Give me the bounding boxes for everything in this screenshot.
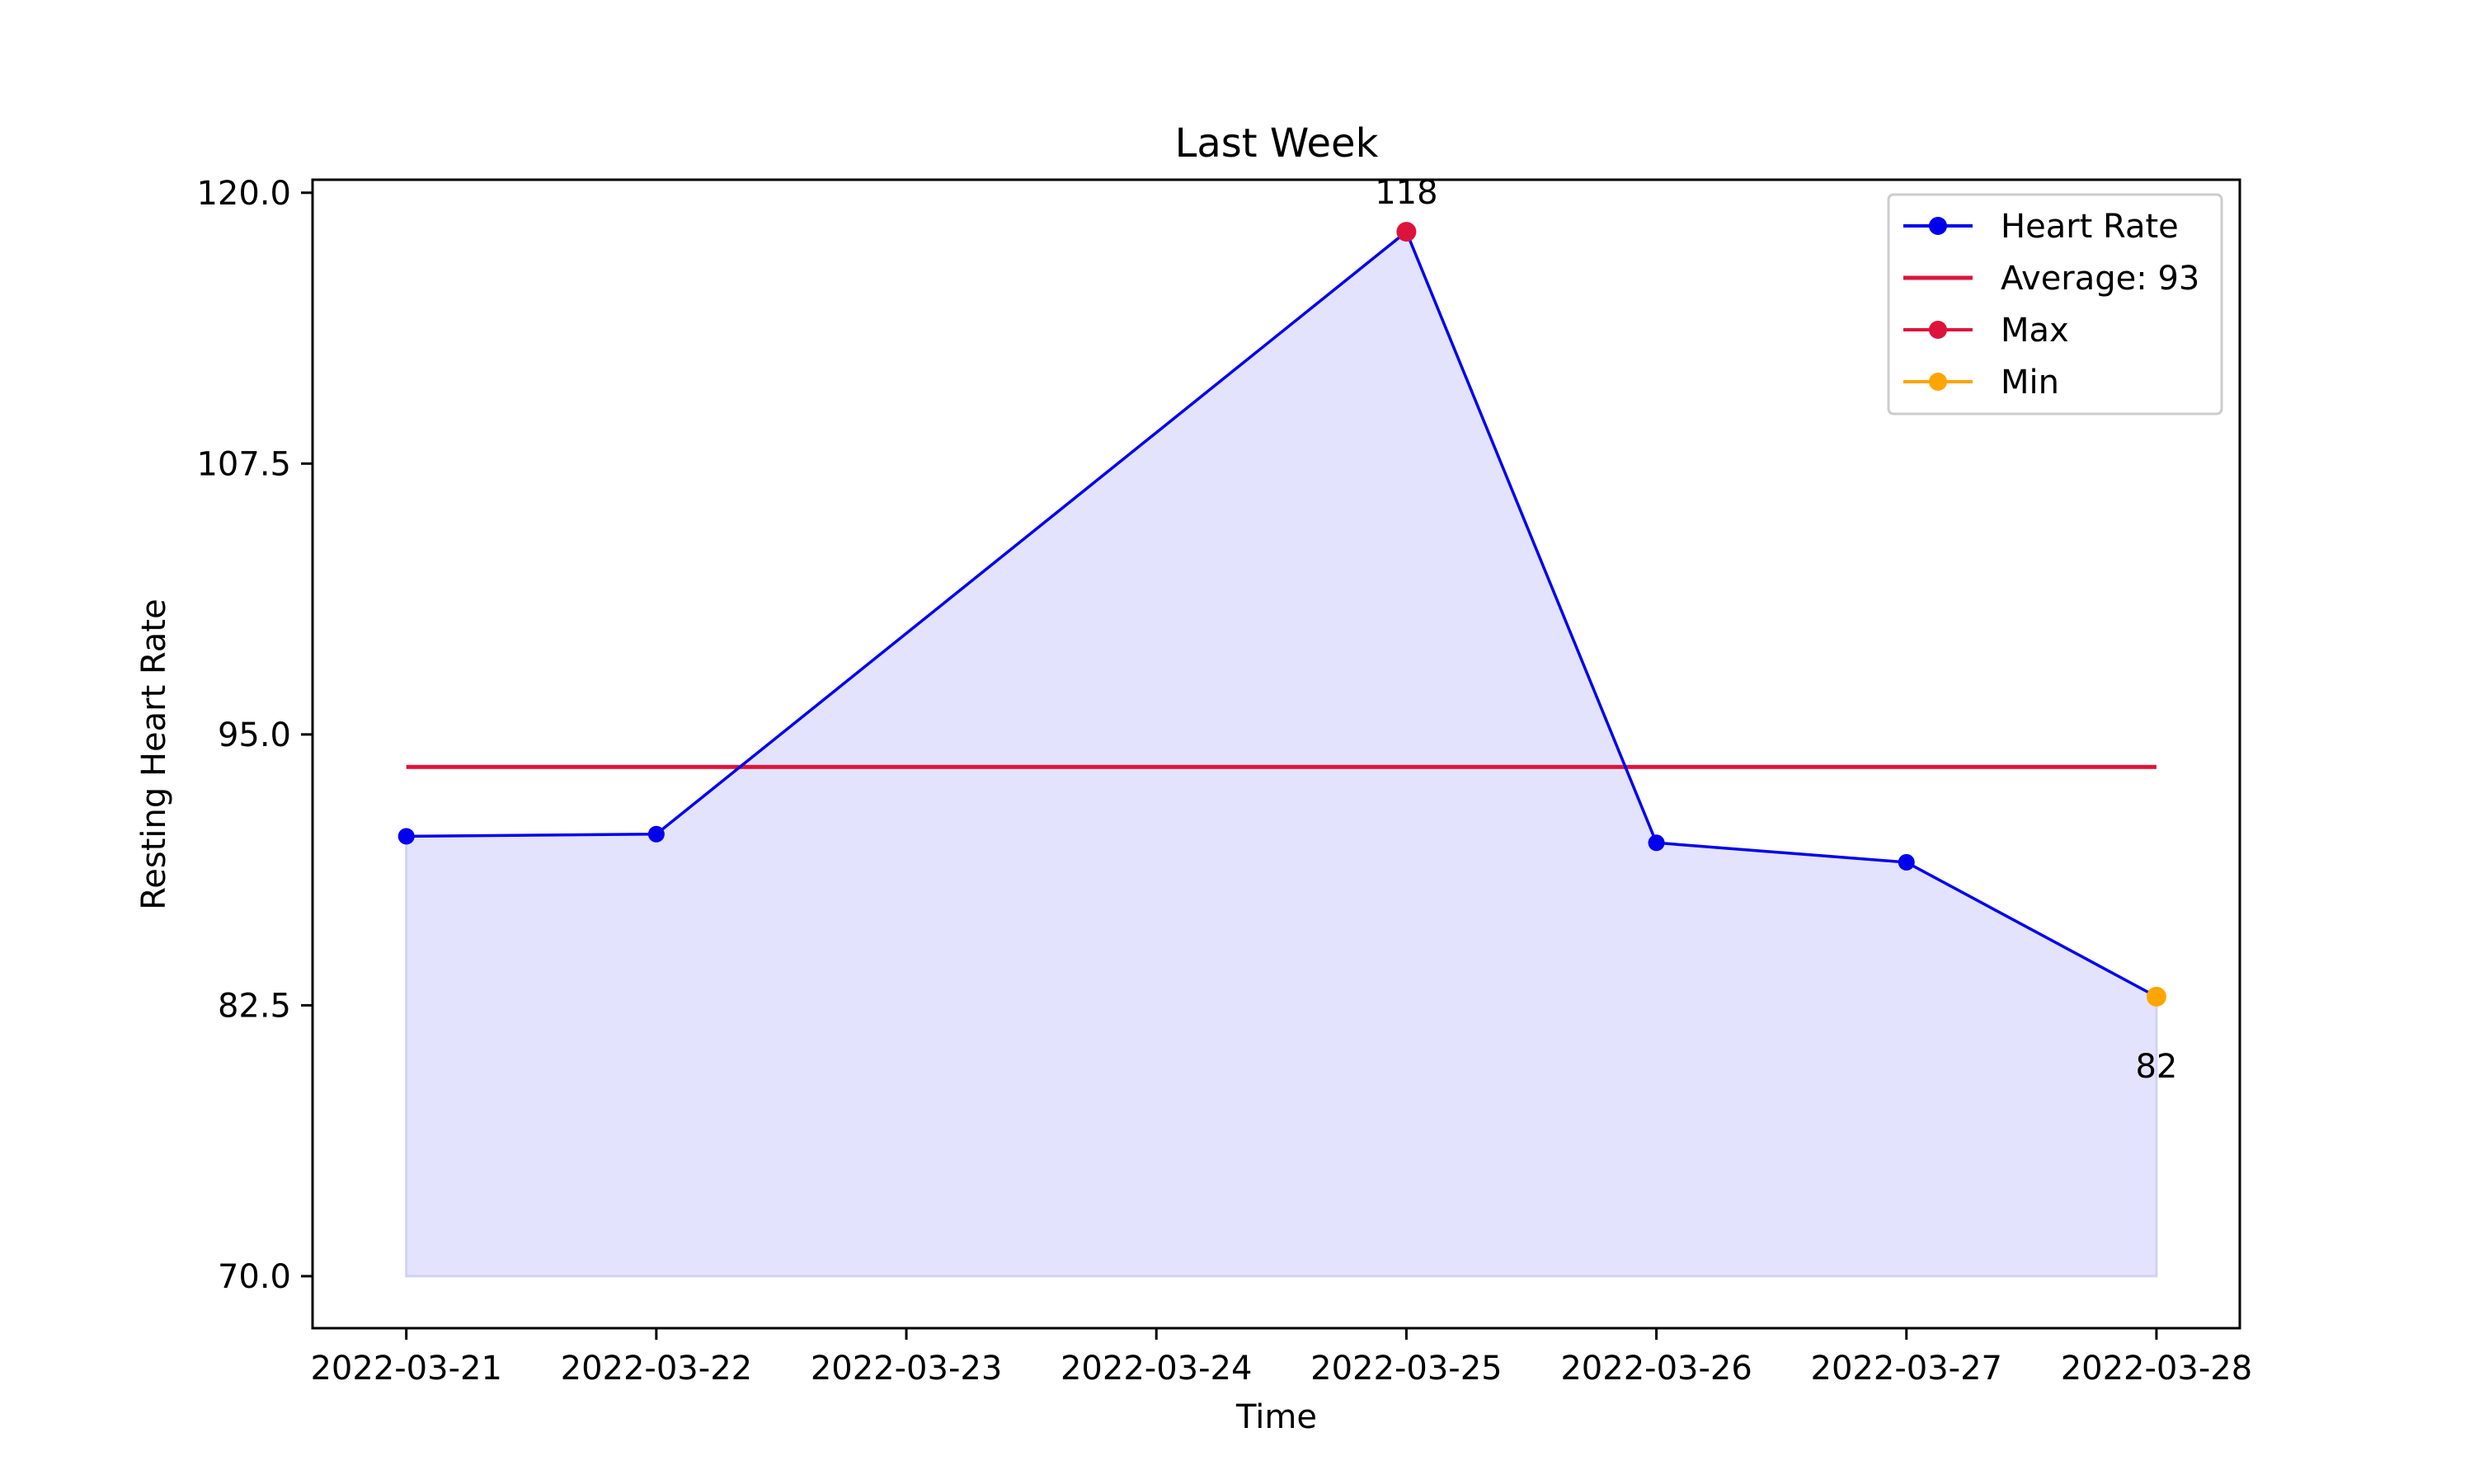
x-tick-label: 2022-03-28 xyxy=(2061,1350,2252,1388)
min-annotation: 82 xyxy=(2135,1048,2177,1086)
plot-frame xyxy=(311,178,2241,1330)
y-tick-label: 120.0 xyxy=(196,175,291,213)
legend-label: Heart Rate xyxy=(2001,208,2179,246)
y-axis: 70.0 82.5 95.0 107.5 120.0 xyxy=(196,175,313,1296)
x-axis-label: Time xyxy=(1235,1398,1317,1436)
legend-heart-rate: Heart Rate xyxy=(1903,208,2179,246)
min-point xyxy=(2146,986,2166,1007)
legend: Heart Rate Average: 93 Max Min xyxy=(1887,193,2223,416)
x-tick-label: 2022-03-24 xyxy=(1061,1350,1252,1388)
heart-rate-line xyxy=(406,229,2157,998)
y-tick-label: 95.0 xyxy=(218,716,291,754)
y-tick-label: 107.5 xyxy=(196,445,291,483)
plot-area xyxy=(397,222,2166,1278)
x-tick-label: 2022-03-27 xyxy=(1811,1350,2002,1388)
heart-rate-point xyxy=(397,828,415,845)
heart-rate-point xyxy=(647,825,665,843)
heart-rate-point xyxy=(1898,853,1915,871)
x-tick-label: 2022-03-21 xyxy=(310,1350,501,1388)
legend-marker xyxy=(1929,373,1947,391)
chart-title: Last Week xyxy=(1175,120,1379,167)
y-axis-label: Resting Heart Rate xyxy=(135,599,173,909)
max-point xyxy=(1396,222,1417,242)
legend-min: Min xyxy=(1903,364,2059,402)
legend-average: Average: 93 xyxy=(1903,260,2199,298)
legend-marker xyxy=(1929,321,1947,339)
legend-label: Average: 93 xyxy=(2001,260,2199,298)
legend-label: Max xyxy=(2001,312,2069,350)
legend-marker xyxy=(1929,217,1947,235)
x-tick-label: 2022-03-22 xyxy=(561,1350,752,1388)
x-axis: 2022-03-21 2022-03-22 2022-03-23 2022-03-24… xyxy=(310,1328,2252,1388)
legend-max: Max xyxy=(1903,312,2069,350)
x-tick-label: 2022-03-23 xyxy=(811,1350,1002,1388)
legend-label: Min xyxy=(2001,364,2059,402)
x-tick-label: 2022-03-26 xyxy=(1560,1350,1752,1388)
y-tick-label: 70.0 xyxy=(218,1258,291,1296)
legend-frame xyxy=(1887,193,2223,416)
heart-rate-point xyxy=(1648,834,1665,852)
x-tick-label: 2022-03-25 xyxy=(1310,1350,1502,1388)
y-tick-label: 82.5 xyxy=(218,987,291,1025)
